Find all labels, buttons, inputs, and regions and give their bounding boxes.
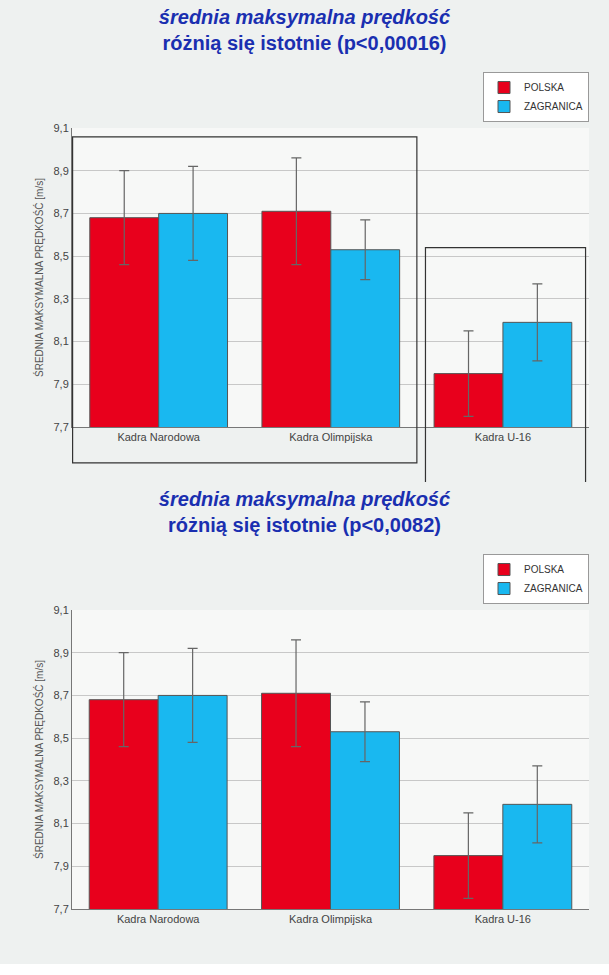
svg-text:8,3: 8,3 bbox=[54, 293, 69, 305]
svg-text:ŚREDNIA MAKSYMALNA PRĘDKOŚĆ [m: ŚREDNIA MAKSYMALNA PRĘDKOŚĆ [m/s] bbox=[33, 178, 45, 377]
svg-text:8,9: 8,9 bbox=[54, 647, 69, 659]
svg-text:8,7: 8,7 bbox=[54, 207, 69, 219]
svg-text:8,5: 8,5 bbox=[54, 732, 69, 744]
svg-text:7,7: 7,7 bbox=[54, 421, 69, 433]
svg-text:Kadra U-16: Kadra U-16 bbox=[475, 431, 531, 443]
svg-text:8,3: 8,3 bbox=[54, 775, 69, 787]
svg-text:8,7: 8,7 bbox=[54, 689, 69, 701]
svg-text:ZAGRANICA: ZAGRANICA bbox=[524, 583, 583, 594]
svg-text:POLSKA: POLSKA bbox=[524, 564, 564, 575]
svg-text:Kadra Narodowa: Kadra Narodowa bbox=[117, 431, 200, 443]
svg-text:7,9: 7,9 bbox=[54, 378, 69, 390]
svg-text:8,1: 8,1 bbox=[54, 335, 69, 347]
svg-text:8,5: 8,5 bbox=[54, 250, 69, 262]
svg-text:7,9: 7,9 bbox=[54, 860, 69, 872]
svg-text:9,1: 9,1 bbox=[54, 604, 69, 616]
svg-text:średnia maksymalna prędkośćróż: średnia maksymalna prędkośćróżnią się is… bbox=[159, 6, 451, 54]
svg-text:ŚREDNIA MAKSYMALNA PRĘDKOŚĆ [m: ŚREDNIA MAKSYMALNA PRĘDKOŚĆ [m/s] bbox=[33, 660, 45, 859]
svg-text:8,1: 8,1 bbox=[54, 817, 69, 829]
svg-text:Kadra U-16: Kadra U-16 bbox=[475, 913, 531, 925]
svg-text:7,7: 7,7 bbox=[54, 903, 69, 915]
svg-text:ZAGRANICA: ZAGRANICA bbox=[524, 101, 583, 112]
svg-text:POLSKA: POLSKA bbox=[524, 82, 564, 93]
svg-text:Kadra Olimpijska: Kadra Olimpijska bbox=[289, 913, 373, 925]
svg-text:8,9: 8,9 bbox=[54, 165, 69, 177]
svg-text:Kadra Olimpijska: Kadra Olimpijska bbox=[289, 431, 373, 443]
svg-text:średnia maksymalna prędkośćróż: średnia maksymalna prędkośćróżnią się is… bbox=[159, 488, 451, 536]
svg-text:Kadra Narodowa: Kadra Narodowa bbox=[117, 913, 200, 925]
svg-text:9,1: 9,1 bbox=[54, 122, 69, 134]
